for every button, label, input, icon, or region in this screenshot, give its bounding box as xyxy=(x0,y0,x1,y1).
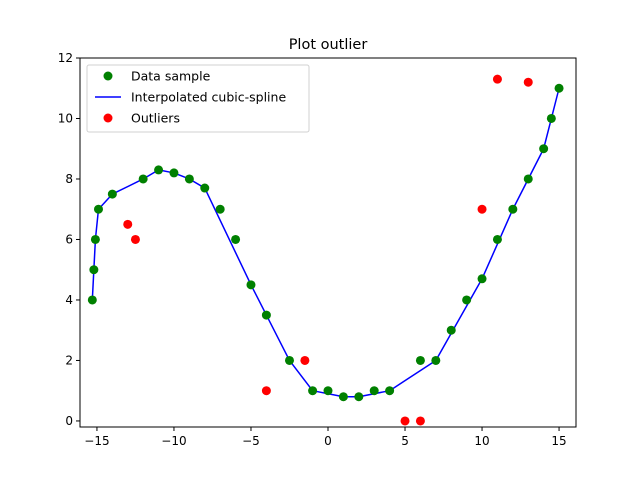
point-data-sample xyxy=(492,234,502,244)
legend-marker-swatch xyxy=(103,71,113,81)
point-data-sample xyxy=(89,265,99,275)
point-data-sample xyxy=(93,204,103,214)
point-data-sample xyxy=(261,310,271,320)
point-data-sample xyxy=(154,165,164,175)
point-outliers xyxy=(130,234,140,244)
point-data-sample xyxy=(338,392,348,402)
legend-box xyxy=(86,64,310,133)
x-tick-label: 10 xyxy=(474,434,489,448)
x-tick-label: −5 xyxy=(242,434,260,448)
chart-title: Plot outlier xyxy=(289,37,368,53)
point-data-sample xyxy=(369,386,379,396)
point-outliers xyxy=(261,386,271,396)
point-outliers xyxy=(400,416,410,426)
point-data-sample xyxy=(107,189,117,199)
point-data-sample xyxy=(215,204,225,214)
point-data-sample xyxy=(446,325,456,335)
point-outliers xyxy=(492,74,502,84)
y-tick-label: 4 xyxy=(65,293,73,307)
point-data-sample xyxy=(546,113,556,123)
series-layer xyxy=(87,74,564,426)
point-data-sample xyxy=(169,168,179,178)
point-data-sample xyxy=(323,386,333,396)
point-data-sample xyxy=(415,355,425,365)
y-tick-label: 2 xyxy=(65,353,73,367)
y-tick-label: 8 xyxy=(65,172,73,186)
point-data-sample xyxy=(462,295,472,305)
point-outliers xyxy=(300,355,310,365)
legend-label: Outliers xyxy=(131,111,180,126)
point-outliers xyxy=(415,416,425,426)
x-tick-label: 5 xyxy=(401,434,409,448)
point-outliers xyxy=(477,204,487,214)
series-line-spline xyxy=(91,88,560,398)
point-data-sample xyxy=(284,355,294,365)
legend-marker-swatch xyxy=(103,113,113,123)
x-tick-label: −15 xyxy=(84,434,109,448)
x-axis: −15 −10 −5 0 5 10 15 xyxy=(84,427,567,448)
point-data-sample xyxy=(354,392,364,402)
point-data-sample xyxy=(246,280,256,290)
y-tick-label: 10 xyxy=(58,111,73,125)
point-outliers xyxy=(123,219,133,229)
point-data-sample xyxy=(554,83,564,93)
legend-label: Interpolated cubic-spline xyxy=(131,90,286,105)
point-data-sample xyxy=(477,274,487,284)
y-tick-label: 0 xyxy=(65,414,73,428)
point-data-sample xyxy=(508,204,518,214)
point-data-sample xyxy=(431,355,441,365)
legend: Data sample Interpolated cubic-spline Outl… xyxy=(86,64,310,133)
x-tick-label: 0 xyxy=(324,434,332,448)
point-data-sample xyxy=(200,183,210,193)
point-data-sample xyxy=(184,174,194,184)
y-tick-label: 6 xyxy=(65,232,73,246)
point-data-sample xyxy=(87,295,97,305)
x-tick-label: 15 xyxy=(551,434,566,448)
x-tick-label: −10 xyxy=(161,434,186,448)
point-data-sample xyxy=(90,234,100,244)
point-data-sample xyxy=(385,386,395,396)
legend-label: Data sample xyxy=(131,69,211,84)
y-axis: 0 2 4 6 8 10 12 xyxy=(58,51,80,428)
point-data-sample xyxy=(231,234,241,244)
y-tick-label: 12 xyxy=(58,51,73,65)
point-data-sample xyxy=(523,174,533,184)
point-data-sample xyxy=(308,386,318,396)
point-outliers xyxy=(523,77,533,87)
point-data-sample xyxy=(138,174,148,184)
point-data-sample xyxy=(539,144,549,154)
